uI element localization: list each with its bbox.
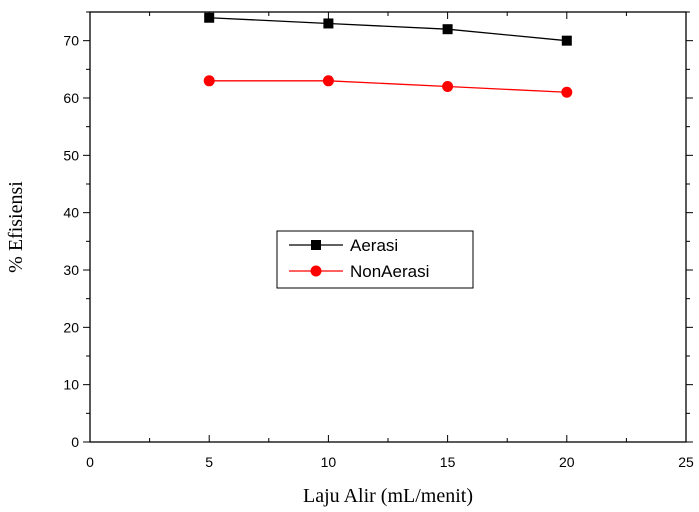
y-tick-label: 10 xyxy=(63,377,79,393)
plot-frame xyxy=(89,11,687,443)
x-tick-label: 15 xyxy=(440,454,456,470)
data-point-aerasi xyxy=(442,24,453,35)
axis-ticks xyxy=(83,11,693,443)
y-tick-label: 40 xyxy=(63,205,79,221)
x-tick-label: 20 xyxy=(559,454,575,470)
legend: Aerasi NonAerasi xyxy=(276,230,474,289)
data-point-nonaerasi xyxy=(561,86,573,98)
x-tick-label: 10 xyxy=(321,454,337,470)
y-tick-label: 50 xyxy=(63,147,79,163)
y-tick-label: 60 xyxy=(63,90,79,106)
legend-marker-aerasi xyxy=(311,240,321,250)
data-point-nonaerasi xyxy=(442,81,454,93)
y-tick-label: 30 xyxy=(63,262,79,278)
data-point-aerasi xyxy=(204,12,215,23)
legend-label-aerasi: Aerasi xyxy=(350,236,398,255)
x-tick-label: 0 xyxy=(86,454,94,470)
legend-box xyxy=(276,230,474,289)
y-tick-label: 20 xyxy=(63,319,79,335)
series-line-aerasi xyxy=(209,17,567,42)
data-point-aerasi xyxy=(561,35,572,46)
x-tick-label: 25 xyxy=(678,454,694,470)
x-axis-title: Laju Alir (mL/menit) xyxy=(303,485,473,507)
y-tick-label: 70 xyxy=(63,33,79,49)
data-point-aerasi xyxy=(323,18,334,29)
data-point-nonaerasi xyxy=(203,75,215,87)
legend-marker-nonaerasi xyxy=(310,265,322,277)
y-tick-label: 0 xyxy=(71,434,79,450)
data-point-nonaerasi xyxy=(322,75,334,87)
legend-label-nonaerasi: NonAerasi xyxy=(350,262,429,281)
y-axis-title: % Efisiensi xyxy=(5,181,27,273)
x-tick-label: 5 xyxy=(205,454,213,470)
axis-tick-labels: 0 5 10 15 20 25 0 10 20 30 40 50 60 70 xyxy=(63,33,694,470)
series-line-nonaerasi xyxy=(209,80,567,93)
series-layer xyxy=(203,12,573,98)
